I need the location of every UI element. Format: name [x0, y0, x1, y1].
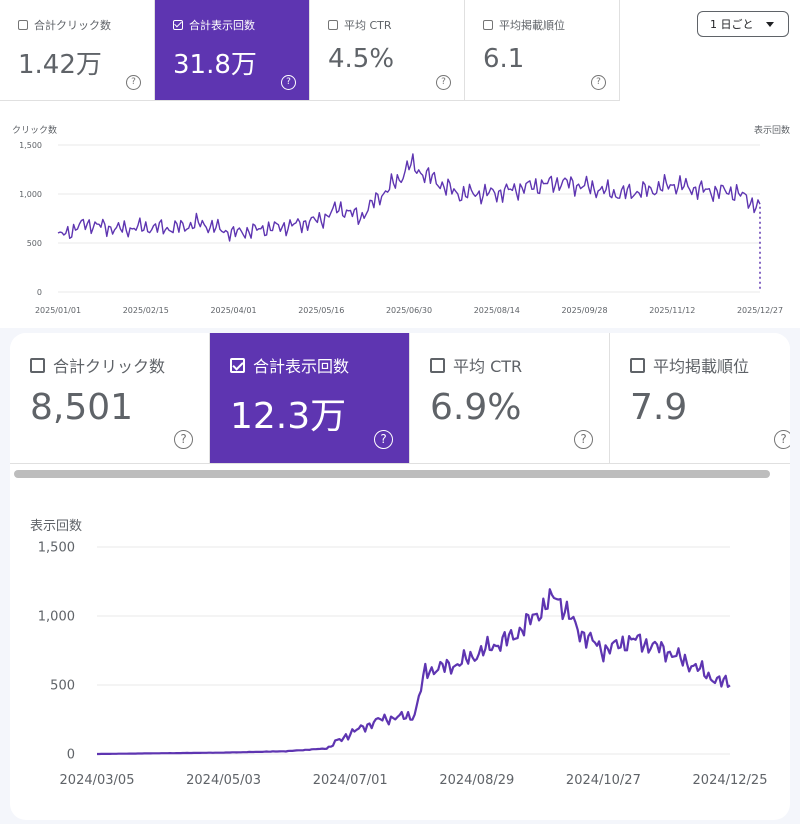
chart2-svg: 0 500 1,000 1,500 2024/03/05 2024/05/03 2024/0… [38, 541, 768, 788]
caret-down-icon [766, 22, 774, 27]
help-icon[interactable]: ? [774, 430, 790, 449]
period-dropdown[interactable]: 1 日ごと [697, 11, 789, 37]
checkbox-icon[interactable] [483, 20, 493, 30]
metric-card-position[interactable]: 平均掲載順位 7.9 ? [610, 333, 790, 463]
metric-value-ctr: 6.9% [430, 387, 522, 428]
metric-label-clicks: 合計クリック数 [30, 353, 165, 377]
help-icon[interactable]: ? [374, 430, 393, 449]
metric-value-ctr: 4.5% [328, 44, 395, 74]
metric-card-ctr[interactable]: 平均 CTR 6.9% ? [410, 333, 610, 463]
x-tick-label: 2025/09/28 [561, 306, 607, 315]
chart2-axis-label: 表示回数 [30, 519, 83, 534]
help-icon[interactable]: ? [126, 75, 141, 90]
chart1-svg: 0 500 1,000 1,500 2025/01/01 2025/02/15 2025/0… [19, 141, 783, 315]
metric-label-ctr: 平均 CTR [328, 17, 392, 33]
y-tick-label: 1,000 [38, 610, 75, 625]
metric-value-impressions: 31.8万 [173, 50, 257, 80]
checkbox-icon[interactable] [30, 357, 45, 373]
help-icon[interactable]: ? [436, 75, 451, 90]
metric-card-clicks[interactable]: 合計クリック数 1.42万 ? [0, 0, 155, 100]
x-tick-label: 2025/02/15 [123, 306, 169, 315]
series-line [97, 588, 731, 756]
period-label: 1 日ごと [710, 18, 754, 31]
top-metric-row: 合計クリック数 1.42万 ? 合計表示回数 31.8万 ? 平均 CTR 4.… [0, 0, 620, 101]
help-icon[interactable]: ? [591, 75, 606, 90]
x-tick-label: 2025/05/16 [298, 306, 344, 315]
help-icon[interactable]: ? [281, 75, 296, 90]
checkbox-icon[interactable] [630, 357, 645, 373]
x-tick-label: 2024/07/01 [313, 773, 388, 788]
help-icon[interactable]: ? [574, 430, 593, 449]
x-tick-label: 2024/03/05 [60, 773, 135, 788]
y-tick-label: 1,000 [19, 190, 42, 199]
x-tick-label: 2025/06/30 [386, 306, 432, 315]
metric-label-impressions: 合計表示回数 [230, 353, 349, 377]
bottom-card: 合計クリック数 8,501 ? 合計表示回数 12.3万 ? 平均 CTR 6.… [10, 333, 790, 820]
series-line [57, 153, 761, 242]
metric-value-clicks: 1.42万 [18, 50, 102, 80]
x-tick-label: 2025/08/14 [474, 306, 520, 315]
metric-value-clicks: 8,501 [30, 387, 134, 428]
x-tick-label: 2025/01/01 [35, 306, 81, 315]
metric-card-clicks[interactable]: 合計クリック数 8,501 ? [10, 333, 210, 463]
checkbox-checked-icon[interactable] [173, 20, 183, 30]
y-tick-label: 500 [50, 679, 75, 694]
checkbox-icon[interactable] [430, 357, 445, 373]
checkbox-icon[interactable] [18, 20, 28, 30]
y-tick-label: 1,500 [19, 141, 42, 150]
metric-value-position: 6.1 [483, 44, 525, 74]
x-tick-label: 2025/11/12 [649, 306, 695, 315]
x-tick-label: 2024/12/25 [693, 773, 768, 788]
x-tick-label: 2025/12/27 [737, 306, 783, 315]
y-tick-label: 1,500 [38, 541, 75, 556]
x-tick-label: 2024/08/29 [439, 773, 514, 788]
help-icon[interactable]: ? [174, 430, 193, 449]
bottom-metric-row: 合計クリック数 8,501 ? 合計表示回数 12.3万 ? 平均 CTR 6.… [10, 333, 790, 464]
x-tick-label: 2024/10/27 [566, 773, 641, 788]
metric-card-position[interactable]: 平均掲載順位 6.1 ? [465, 0, 620, 100]
y-tick-label: 500 [27, 239, 42, 248]
y-tick-label: 0 [67, 748, 75, 763]
checkbox-icon[interactable] [328, 20, 338, 30]
metric-value-impressions: 12.3万 [230, 396, 347, 437]
y-tick-label: 0 [37, 288, 42, 297]
metric-label-position: 平均掲載順位 [483, 17, 565, 33]
x-tick-label: 2024/05/03 [186, 773, 261, 788]
metric-label-position: 平均掲載順位 [630, 353, 749, 377]
metric-label-ctr: 平均 CTR [430, 353, 522, 377]
x-tick-label: 2025/04/01 [210, 306, 256, 315]
chart1-left-axis-label: クリック数 [12, 126, 58, 136]
checkbox-checked-icon[interactable] [230, 357, 245, 373]
metric-value-position: 7.9 [630, 387, 688, 428]
metric-card-impressions[interactable]: 合計表示回数 31.8万 ? [155, 0, 310, 100]
metric-label-clicks: 合計クリック数 [18, 17, 111, 33]
horizontal-scrollbar[interactable] [14, 470, 770, 478]
metric-card-impressions[interactable]: 合計表示回数 12.3万 ? [210, 333, 410, 463]
chart1-right-axis-label: 表示回数 [753, 126, 790, 136]
metric-label-impressions: 合計表示回数 [173, 17, 255, 33]
metric-card-ctr[interactable]: 平均 CTR 4.5% ? [310, 0, 465, 100]
